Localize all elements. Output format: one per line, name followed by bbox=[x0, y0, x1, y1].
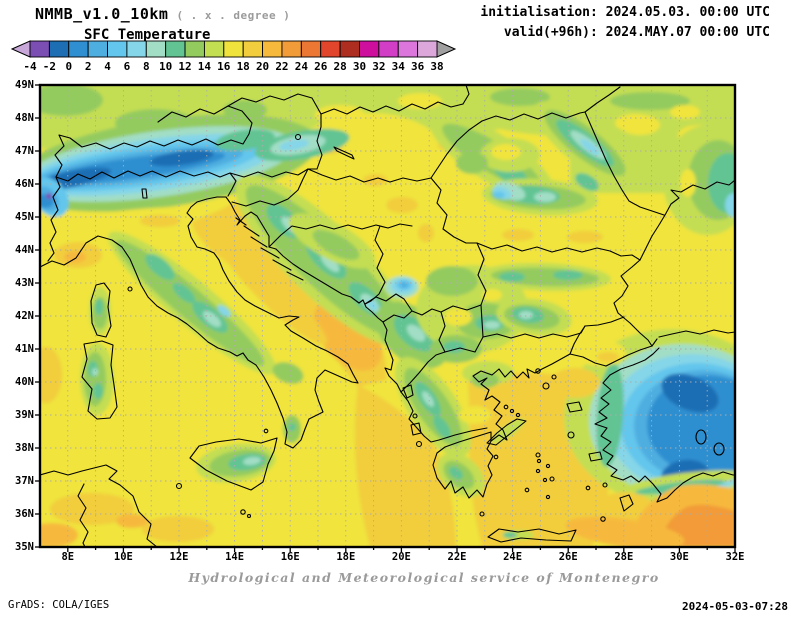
country-borders bbox=[40, 85, 735, 547]
colorbar-tick-label: 10 bbox=[159, 60, 172, 73]
lat-label: 45N bbox=[15, 211, 34, 223]
valid-time: valid(+96h): 2024.MAY.07 00:00 UTC bbox=[503, 25, 770, 40]
colorbar-tick-label: 16 bbox=[217, 60, 231, 73]
lon-label: 14E bbox=[225, 551, 245, 563]
grads-attribution: GrADS: COLA/IGES bbox=[8, 599, 110, 611]
lon-label: 28E bbox=[614, 551, 634, 563]
colorbar-tick-label: 4 bbox=[104, 60, 111, 73]
colorbar-tick-label: 20 bbox=[256, 60, 269, 73]
lon-label: 20E bbox=[391, 551, 411, 563]
colorbar-tick-label: 2 bbox=[85, 60, 92, 73]
colorbar-tick-label: 38 bbox=[430, 60, 443, 73]
lon-label: 30E bbox=[669, 551, 689, 563]
temperature-colorbar: -4 -2 0 2 4 6 8 10 12 14 16 18 20 22 24 26 28 30 32 34 36 38 bbox=[10, 40, 457, 73]
colorbar-tick-label: 18 bbox=[237, 60, 250, 73]
lon-label: 18E bbox=[336, 551, 356, 563]
lon-label: 24E bbox=[503, 551, 523, 563]
lon-label: 16E bbox=[280, 551, 300, 563]
colorbar-tick-label: -2 bbox=[43, 60, 56, 73]
colorbar-tick-label: 36 bbox=[411, 60, 425, 73]
field-subtitle: SFC Temperature bbox=[84, 27, 211, 43]
lat-label: 42N bbox=[15, 310, 34, 322]
page-title: NMMB_v1.0_10km ( . x . degree ) bbox=[35, 5, 290, 23]
map-canvas bbox=[35, 83, 737, 552]
colorbar-tick-label: 30 bbox=[353, 60, 366, 73]
lat-label: 40N bbox=[15, 376, 34, 388]
lat-label: 39N bbox=[15, 409, 34, 421]
lat-label: 37N bbox=[15, 475, 34, 487]
colorbar-tick-label: -4 bbox=[23, 60, 37, 73]
lat-label: 46N bbox=[15, 178, 34, 190]
colorbar-tick-label: 12 bbox=[178, 60, 191, 73]
lat-label: 38N bbox=[15, 442, 34, 454]
creation-timestamp: 2024-05-03-07:28 bbox=[682, 600, 788, 613]
colorbar-tick-label: 34 bbox=[392, 60, 406, 73]
colorbar-tick-label: 8 bbox=[143, 60, 150, 73]
title-note: ( . x . degree ) bbox=[176, 9, 291, 22]
lon-label: 26E bbox=[558, 551, 578, 563]
lon-label: 10E bbox=[113, 551, 133, 563]
colorbar-tick-label: 26 bbox=[314, 60, 328, 73]
lon-label: 12E bbox=[169, 551, 189, 563]
map-frame bbox=[38, 83, 737, 549]
lat-label: 35N bbox=[15, 541, 34, 553]
initialisation-time: initialisation: 2024.05.03. 00:00 UTC bbox=[480, 5, 770, 20]
lon-label: 8E bbox=[61, 551, 75, 563]
service-credit: Hydrological and Meteorological service … bbox=[188, 570, 660, 585]
lon-label: 22E bbox=[447, 551, 467, 563]
lat-label: 43N bbox=[15, 277, 34, 289]
colorbar-tick-label: 0 bbox=[65, 60, 72, 73]
grid-lines bbox=[40, 85, 735, 547]
model-title: NMMB_v1.0_10km bbox=[35, 5, 169, 23]
lat-label: 41N bbox=[15, 343, 34, 355]
colorbar-tick-label: 32 bbox=[372, 60, 385, 73]
colorbar-tick-label: 28 bbox=[333, 60, 346, 73]
colorbar-tick-label: 22 bbox=[275, 60, 288, 73]
lat-label: 36N bbox=[15, 508, 34, 520]
lat-label: 47N bbox=[15, 145, 34, 157]
lon-label: 32E bbox=[725, 551, 745, 563]
lat-label: 49N bbox=[15, 79, 34, 91]
lat-label: 44N bbox=[15, 244, 34, 256]
colorbar-tick-label: 6 bbox=[124, 60, 131, 73]
lat-label: 48N bbox=[15, 112, 34, 124]
colorbar-tick-label: 24 bbox=[295, 60, 309, 73]
colorbar-tick-label: 14 bbox=[198, 60, 212, 73]
